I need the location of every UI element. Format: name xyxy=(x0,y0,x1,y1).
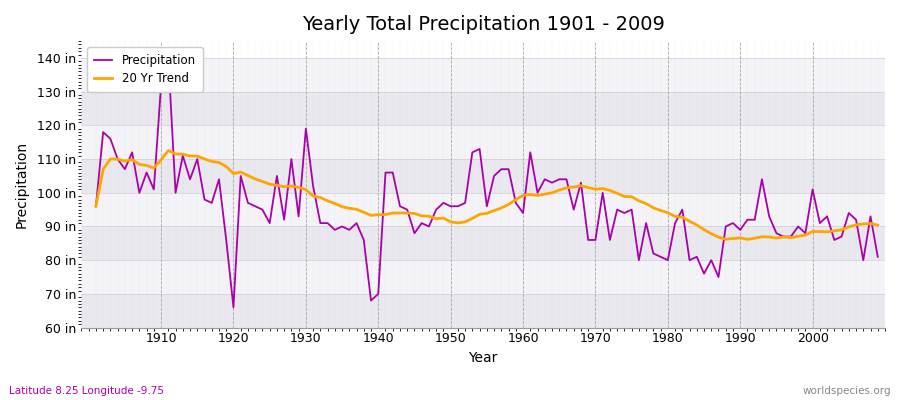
Precipitation xyxy=(322,221,333,226)
Precipitation xyxy=(365,298,376,303)
20 Yr Trend xyxy=(358,210,369,215)
Precipitation xyxy=(148,187,159,192)
Bar xyxy=(81,125,885,159)
20 Yr Trend xyxy=(525,192,535,197)
20 Yr Trend xyxy=(148,166,159,170)
Precipitation xyxy=(619,210,630,215)
X-axis label: Year: Year xyxy=(469,351,498,365)
Bar xyxy=(81,92,885,125)
Bar xyxy=(81,260,885,294)
Bar xyxy=(81,58,885,92)
Legend: Precipitation, 20 Yr Trend: Precipitation, 20 Yr Trend xyxy=(87,47,202,92)
Bar xyxy=(81,193,885,226)
Line: 20 Yr Trend: 20 Yr Trend xyxy=(96,150,878,239)
Line: Precipitation: Precipitation xyxy=(96,58,878,307)
Text: worldspecies.org: worldspecies.org xyxy=(803,386,891,396)
Y-axis label: Precipitation: Precipitation xyxy=(15,141,29,228)
20 Yr Trend xyxy=(315,195,326,200)
Precipitation xyxy=(525,150,535,155)
20 Yr Trend xyxy=(612,191,623,196)
20 Yr Trend xyxy=(720,237,731,242)
20 Yr Trend xyxy=(91,204,102,209)
Bar xyxy=(81,294,885,328)
Precipitation xyxy=(872,254,883,259)
Precipitation xyxy=(163,56,174,60)
Text: Latitude 8.25 Longitude -9.75: Latitude 8.25 Longitude -9.75 xyxy=(9,386,164,396)
Precipitation xyxy=(91,204,102,209)
Precipitation xyxy=(228,305,238,310)
Bar xyxy=(81,226,885,260)
20 Yr Trend xyxy=(872,223,883,228)
Precipitation xyxy=(532,190,543,195)
20 Yr Trend xyxy=(163,148,174,153)
Title: Yearly Total Precipitation 1901 - 2009: Yearly Total Precipitation 1901 - 2009 xyxy=(302,15,665,34)
20 Yr Trend xyxy=(518,193,528,198)
Bar xyxy=(81,159,885,193)
